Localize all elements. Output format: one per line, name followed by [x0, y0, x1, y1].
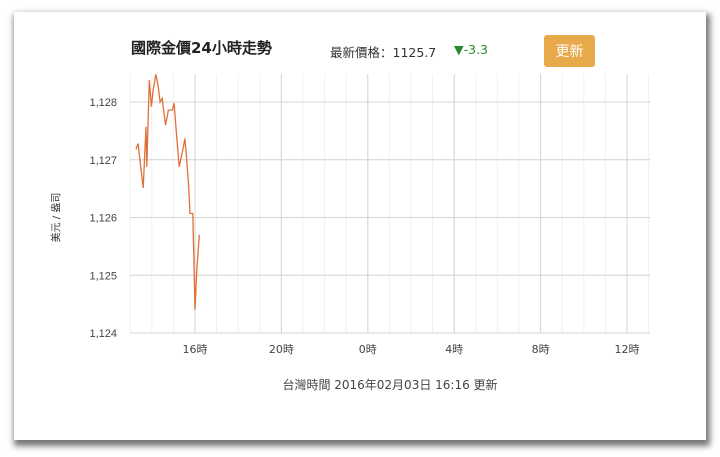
chart-card [14, 12, 706, 440]
y-tick-label: 1,127 [89, 155, 117, 167]
update-time: 台灣時間 2016年02月03日 16:16 更新 [282, 378, 498, 392]
x-tick-label: 12時 [615, 343, 640, 356]
x-tick-label: 8時 [532, 343, 550, 356]
y-tick-label: 1,125 [89, 270, 117, 282]
x-tick-label: 20時 [269, 343, 294, 356]
price-line [135, 74, 200, 310]
refresh-button[interactable]: 更新 [544, 35, 595, 67]
x-tick-label: 4時 [445, 343, 463, 356]
x-tick-label: 0時 [359, 343, 377, 356]
y-tick-label: 1,128 [89, 97, 117, 109]
latest-price: 最新價格：1125.7 [330, 45, 437, 60]
chart-title: 國際金價24小時走勢 [131, 39, 272, 57]
y-tick-label: 1,126 [89, 213, 117, 225]
y-tick-label: 1,124 [89, 328, 117, 340]
price-change: ▼-3.3 [454, 42, 489, 57]
x-tick-label: 16時 [183, 343, 208, 356]
